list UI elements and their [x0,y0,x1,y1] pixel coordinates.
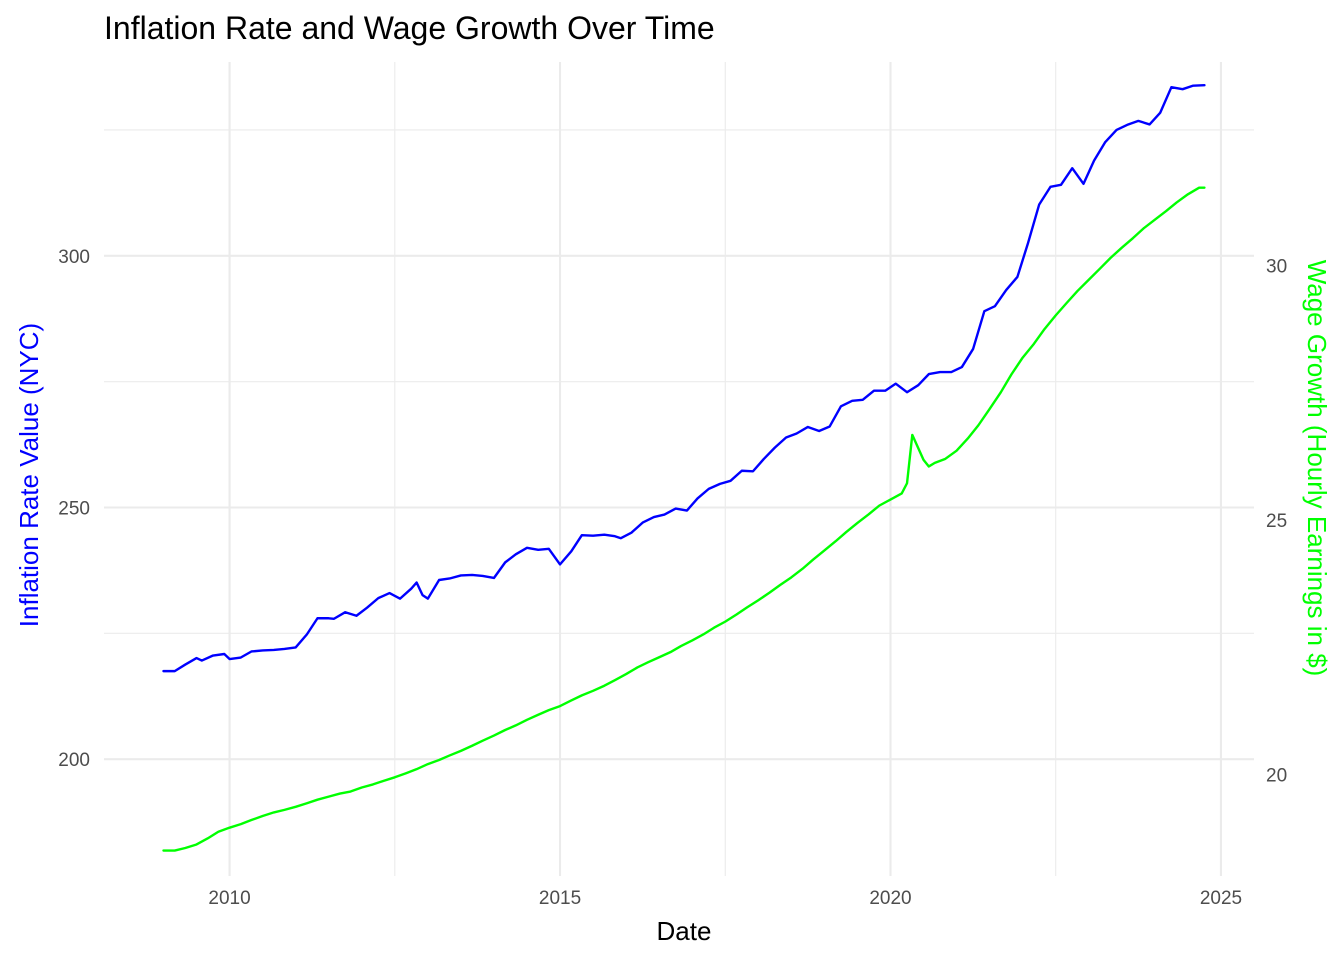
series-lines [162,83,1206,852]
chart-title: Inflation Rate and Wage Growth Over Time [104,10,715,46]
x-tick-label: 2020 [869,888,911,909]
y-axis-left-title: Inflation Rate Value (NYC) [14,323,44,627]
y-tick-label-left: 300 [58,247,90,268]
series-line-inflation [162,83,1206,673]
y-tick-label-left: 200 [58,750,90,771]
y-tick-label-right: 20 [1266,765,1287,786]
x-axis-title: Date [657,916,712,946]
grid [104,62,1254,876]
series-line-wage [162,186,1206,852]
x-tick-label: 2025 [1200,888,1242,909]
y-tick-label-right: 30 [1266,257,1287,278]
x-tick-label: 2010 [208,888,250,909]
y-tick-label-left: 250 [58,499,90,520]
y-tick-label-right: 25 [1266,511,1287,532]
y-axis-right-title: Wage Growth (Hourly Earnings in $) [1302,260,1332,677]
x-tick-label: 2015 [539,888,581,909]
